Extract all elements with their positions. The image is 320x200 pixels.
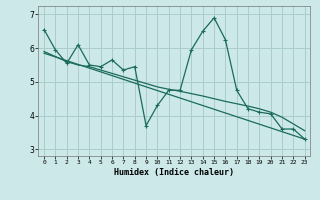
X-axis label: Humidex (Indice chaleur): Humidex (Indice chaleur) (115, 168, 234, 177)
